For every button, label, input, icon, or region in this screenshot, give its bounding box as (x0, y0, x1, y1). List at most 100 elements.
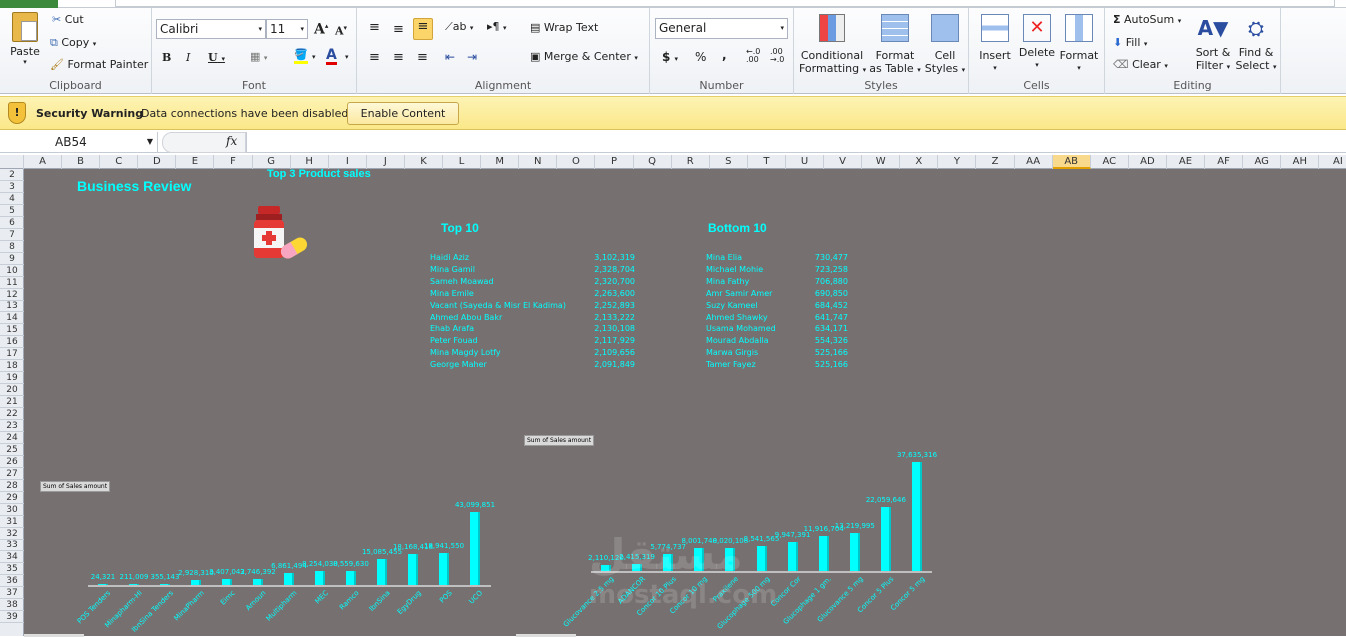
column-header[interactable]: E (176, 155, 215, 169)
column-header[interactable]: B (62, 155, 101, 169)
row-header[interactable]: 32 (0, 528, 24, 540)
chart-bar[interactable] (601, 564, 611, 571)
chart-bar[interactable] (129, 584, 139, 585)
row-header[interactable]: 33 (0, 539, 24, 552)
cut-button[interactable]: ✂ Cut (52, 13, 84, 26)
column-header[interactable]: P (596, 155, 634, 169)
row-header[interactable]: 16 (0, 336, 24, 349)
column-header[interactable]: J (367, 155, 405, 169)
underline-button[interactable]: U ▾ (208, 51, 225, 64)
sort-filter-button[interactable]: A▼ Sort & Filter ▾ (1195, 16, 1231, 72)
select-all-button[interactable] (0, 155, 24, 169)
row-header[interactable]: 3 (0, 181, 24, 193)
column-header[interactable]: AA (1015, 155, 1053, 169)
autosum-button[interactable]: Σ AutoSum ▾ (1113, 13, 1182, 26)
row-header[interactable]: 9 (0, 253, 24, 265)
chart-bar[interactable] (787, 542, 798, 571)
row-header[interactable]: 8 (0, 241, 24, 253)
format-button[interactable]: Format ▾ (1059, 14, 1099, 75)
row-header[interactable]: 29 (0, 492, 24, 504)
row-header[interactable]: 39 (0, 611, 24, 624)
decrease-indent-icon[interactable]: ⇤ (445, 50, 456, 64)
increase-decimal-icon[interactable]: ←.0.00 (746, 47, 761, 64)
row-header[interactable]: 25 (0, 444, 24, 456)
column-header[interactable]: U (786, 155, 824, 169)
column-header[interactable]: W (862, 155, 901, 169)
insert-button[interactable]: Insert ▾ (975, 14, 1015, 75)
column-header[interactable]: AE (1167, 155, 1205, 169)
italic-button[interactable]: I (186, 51, 191, 64)
row-header[interactable]: 28 (0, 480, 24, 492)
fill-color-icon[interactable]: 🪣 (294, 48, 308, 64)
column-header[interactable]: AC (1091, 155, 1129, 169)
row-header[interactable]: 27 (0, 468, 24, 480)
pivot-field-button[interactable]: Sum of Sales amount (40, 481, 111, 492)
column-header[interactable]: A (24, 155, 62, 169)
align-top-icon[interactable]: ≡ (369, 20, 380, 35)
worksheet-grid[interactable]: Business Review Top 3 Product sales Top … (24, 168, 1346, 637)
clear-button[interactable]: ⌫ Clear ▾ (1113, 58, 1168, 71)
column-header[interactable]: G (253, 155, 291, 169)
row-header[interactable]: 10 (0, 265, 24, 277)
formula-input[interactable] (246, 132, 1346, 153)
align-middle-icon[interactable]: ≡ (393, 22, 404, 37)
delete-button[interactable]: ✕ Delete ▾ (1017, 14, 1057, 72)
chart-bar[interactable] (880, 507, 891, 571)
chart-bar[interactable] (694, 547, 705, 571)
borders-icon[interactable]: ▦ ▾ (250, 50, 268, 63)
row-header[interactable]: 17 (0, 348, 24, 361)
row-header[interactable]: 31 (0, 516, 24, 528)
column-header[interactable]: I (329, 155, 367, 169)
currency-button[interactable]: $ ▾ (662, 50, 679, 64)
row-header[interactable]: 7 (0, 229, 24, 241)
font-color-icon[interactable]: A (326, 47, 337, 65)
row-header[interactable]: 4 (0, 193, 24, 205)
chart-bar[interactable] (912, 462, 922, 571)
column-header[interactable]: AI (1319, 155, 1346, 169)
orientation-icon[interactable]: ⟋ab ▾ (445, 20, 474, 33)
column-header[interactable]: R (672, 155, 710, 169)
column-header[interactable]: M (481, 155, 520, 169)
row-header[interactable]: 36 (0, 575, 24, 588)
file-tab[interactable] (0, 0, 58, 8)
copy-button[interactable]: ⧉ Copy ▾ (50, 36, 97, 49)
chart-bar[interactable] (377, 559, 387, 585)
row-header[interactable]: 23 (0, 420, 24, 432)
chart-bar[interactable] (725, 547, 736, 571)
percent-button[interactable]: % (695, 50, 707, 64)
column-header[interactable]: X (900, 155, 939, 169)
chart-bar[interactable] (439, 552, 449, 585)
format-painter-button[interactable]: 🖌 Format Painter (50, 58, 148, 71)
column-header[interactable]: Y (938, 155, 977, 169)
row-header[interactable]: 11 (0, 277, 24, 289)
font-name-select[interactable]: Calibri ▾ (156, 19, 266, 39)
column-header[interactable]: AD (1129, 155, 1167, 169)
align-bottom-icon[interactable]: ≡ (413, 18, 433, 40)
row-header[interactable]: 12 (0, 289, 24, 301)
conditional-formatting-button[interactable]: Conditional Formatting ▾ (799, 14, 866, 77)
insert-function-button[interactable]: fx (226, 134, 238, 148)
column-header[interactable]: AH (1281, 155, 1320, 169)
chart-bar[interactable] (284, 573, 294, 585)
row-header[interactable]: 22 (0, 408, 24, 420)
name-box[interactable]: AB54 ▼ (0, 132, 158, 153)
column-header[interactable]: AF (1205, 155, 1244, 169)
column-header[interactable]: D (138, 155, 177, 169)
row-header[interactable]: 38 (0, 599, 24, 612)
grow-font-icon[interactable]: A▴ (314, 21, 329, 38)
row-header[interactable]: 14 (0, 312, 24, 325)
align-left-icon[interactable]: ≡ (369, 50, 380, 65)
pivot-field-button[interactable]: Sum of Sales amount (524, 435, 595, 446)
decrease-decimal-icon[interactable]: .00 →.0 (770, 47, 785, 64)
chart-bar[interactable] (98, 584, 108, 585)
chart-bar[interactable] (818, 536, 829, 571)
column-header[interactable]: F (215, 155, 253, 169)
enable-content-button[interactable]: Enable Content (347, 102, 459, 125)
column-header[interactable]: L (443, 155, 482, 169)
number-format-select[interactable]: General ▾ (655, 18, 788, 39)
text-direction-icon[interactable]: ▸¶ ▾ (487, 20, 507, 33)
cell-styles-button[interactable]: Cell Styles ▾ (924, 14, 966, 77)
chart-bar[interactable] (253, 578, 263, 585)
column-header[interactable]: AG (1243, 155, 1282, 169)
font-size-select[interactable]: 11 ▾ (266, 19, 308, 39)
